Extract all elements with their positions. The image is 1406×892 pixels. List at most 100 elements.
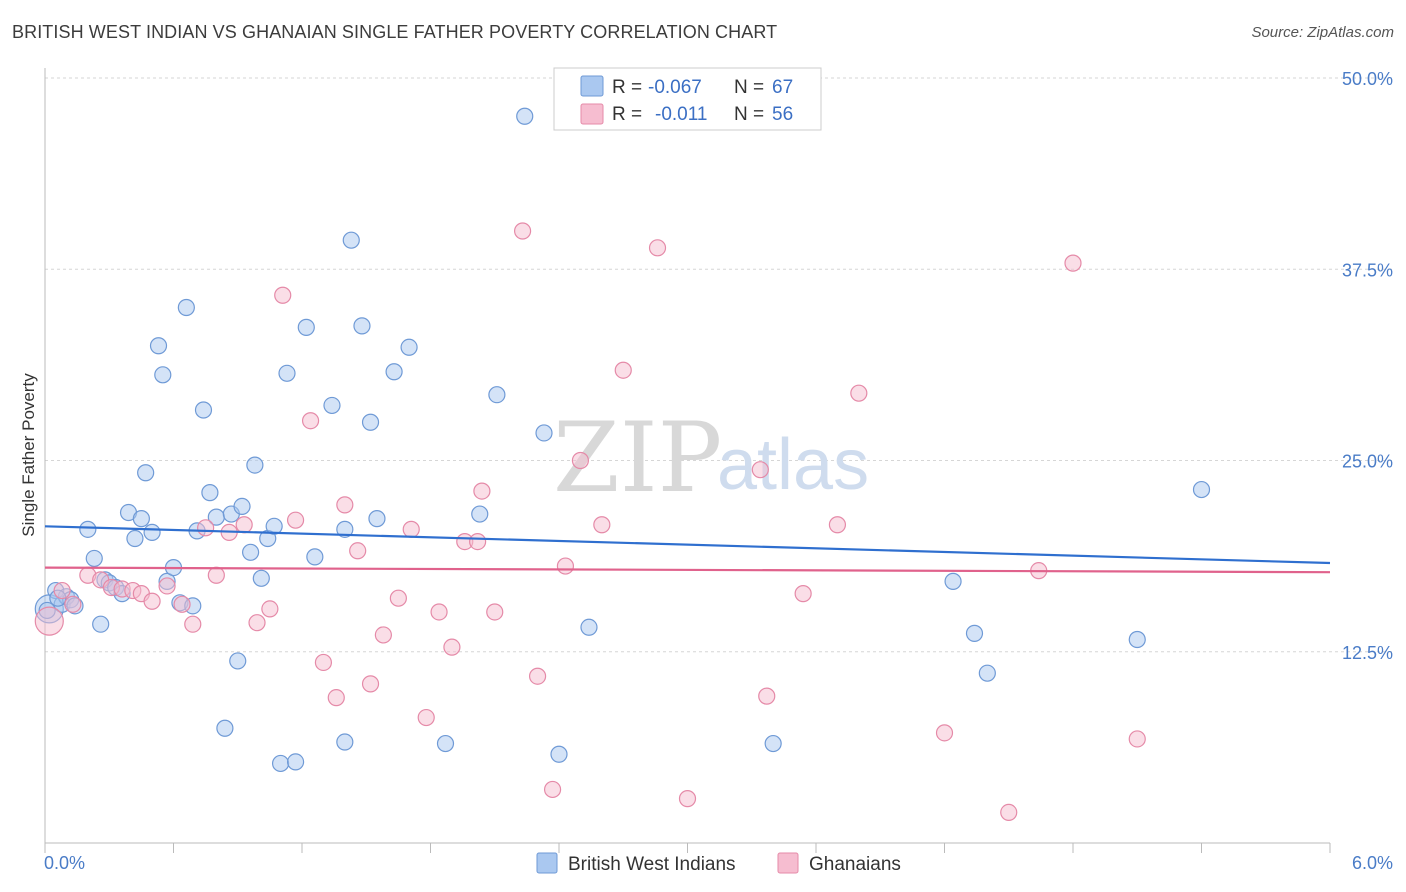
data-point bbox=[143, 592, 161, 610]
trend-lines bbox=[44, 525, 1331, 574]
data-point bbox=[64, 595, 82, 613]
legend: R = -0.067 N = 67 R = -0.011 N = 56 bbox=[553, 67, 822, 131]
data-point bbox=[297, 318, 315, 336]
data-point bbox=[648, 239, 667, 257]
data-point bbox=[149, 337, 168, 355]
data-point bbox=[361, 413, 380, 431]
data-point bbox=[488, 386, 506, 404]
data-point bbox=[751, 461, 769, 479]
data-point bbox=[274, 286, 292, 304]
data-point bbox=[92, 615, 110, 633]
data-point bbox=[417, 708, 435, 727]
x-tick-label: 0.0% bbox=[44, 853, 85, 873]
data-point bbox=[143, 523, 161, 542]
y-tick-labels: 12.5% 25.0% 37.5% 50.0% bbox=[1342, 69, 1393, 663]
data-point bbox=[154, 366, 172, 384]
data-point bbox=[1192, 480, 1211, 499]
data-point bbox=[132, 510, 150, 528]
data-point bbox=[336, 520, 354, 538]
bottom-legend-british-west-indians: British West Indians bbox=[568, 854, 736, 875]
data-point bbox=[271, 754, 290, 773]
data-point bbox=[323, 396, 341, 415]
data-point bbox=[535, 424, 553, 442]
y-tick-label: 25.0% bbox=[1342, 452, 1393, 472]
grid bbox=[45, 77, 1395, 653]
data-point bbox=[85, 549, 103, 568]
y-tick-label: 12.5% bbox=[1342, 643, 1393, 663]
data-point bbox=[201, 484, 219, 502]
data-point bbox=[758, 687, 776, 705]
axes bbox=[44, 68, 1331, 853]
data-point bbox=[235, 516, 253, 534]
data-point bbox=[1000, 803, 1018, 822]
series-ghanaians bbox=[34, 222, 1146, 822]
data-point bbox=[126, 529, 144, 548]
data-point bbox=[528, 667, 547, 685]
data-point bbox=[246, 456, 264, 474]
bottom-legend-swatch-ghanaians bbox=[777, 852, 799, 874]
data-point bbox=[301, 412, 320, 430]
data-point bbox=[389, 589, 407, 607]
data-point bbox=[764, 734, 782, 753]
data-point bbox=[469, 532, 487, 551]
data-point bbox=[473, 482, 491, 500]
legend-r-label: R = bbox=[612, 104, 642, 125]
data-point bbox=[194, 401, 213, 419]
data-point bbox=[513, 222, 532, 240]
data-point bbox=[137, 464, 155, 482]
data-point bbox=[286, 511, 305, 529]
data-point bbox=[486, 603, 504, 621]
data-point bbox=[306, 548, 324, 566]
legend-r-label: R = bbox=[612, 77, 642, 98]
data-point bbox=[233, 497, 251, 515]
data-point bbox=[436, 734, 455, 753]
data-point bbox=[400, 338, 418, 356]
data-point bbox=[265, 517, 283, 535]
data-point bbox=[361, 675, 380, 693]
data-point bbox=[593, 516, 611, 534]
data-point bbox=[471, 505, 489, 523]
source-credit: Source: ZipAtlas.com bbox=[1251, 24, 1394, 41]
data-point bbox=[556, 557, 575, 575]
data-point bbox=[374, 626, 392, 644]
y-tick-label: 37.5% bbox=[1342, 260, 1393, 280]
data-point bbox=[173, 595, 191, 613]
y-axis-label: Single Father Poverty bbox=[19, 373, 38, 537]
chart-title: BRITISH WEST INDIAN VS GHANAIAN SINGLE F… bbox=[12, 22, 778, 42]
legend-n-value: 56 bbox=[772, 104, 793, 125]
data-point bbox=[349, 542, 367, 560]
bottom-legend-ghanaians: Ghanaians bbox=[809, 854, 901, 875]
legend-swatch-british-west-indians bbox=[580, 75, 604, 97]
data-point bbox=[385, 363, 403, 381]
legend-n-label: N = bbox=[734, 104, 764, 125]
data-point bbox=[571, 451, 590, 470]
data-point bbox=[794, 585, 812, 603]
data-point bbox=[543, 780, 562, 799]
x-tick-label: 6.0% bbox=[1352, 853, 1393, 873]
trend-line bbox=[44, 566, 1331, 574]
data-point bbox=[580, 618, 598, 636]
trend-line bbox=[44, 525, 1331, 565]
data-point bbox=[242, 543, 260, 561]
data-point bbox=[336, 496, 354, 514]
data-point bbox=[207, 566, 225, 584]
legend-swatch-ghanaians bbox=[580, 103, 604, 125]
data-point bbox=[353, 317, 371, 335]
data-point bbox=[177, 298, 195, 317]
legend-r-value: -0.067 bbox=[648, 77, 702, 98]
data-point bbox=[34, 606, 64, 636]
data-point bbox=[248, 614, 266, 632]
data-point bbox=[216, 719, 234, 737]
data-point bbox=[342, 231, 360, 249]
data-point bbox=[336, 733, 354, 751]
data-point bbox=[261, 600, 279, 618]
data-point bbox=[252, 569, 270, 587]
data-point bbox=[368, 510, 386, 528]
data-point bbox=[184, 615, 202, 633]
legend-n-value: 67 bbox=[772, 77, 793, 98]
data-point bbox=[430, 603, 448, 621]
data-point bbox=[53, 581, 71, 600]
data-point bbox=[314, 653, 333, 672]
data-point bbox=[828, 516, 847, 534]
